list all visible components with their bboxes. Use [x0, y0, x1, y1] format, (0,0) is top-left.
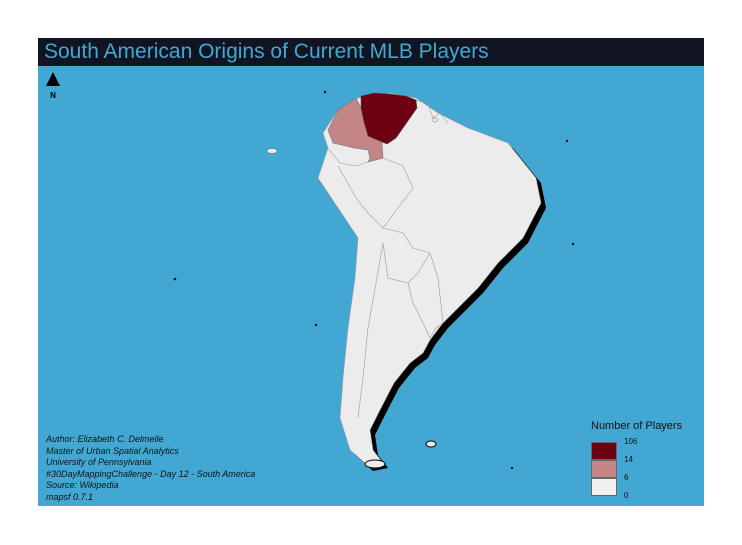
- credit-line: Author: Elizabeth C. Delmelle: [46, 434, 164, 444]
- north-arrow-icon: [46, 72, 60, 86]
- island-galapagos: [266, 148, 278, 154]
- credit-line: mapsf 0.7.1: [46, 491, 94, 502]
- north-arrow: N: [45, 72, 61, 100]
- legend-break: 0: [624, 491, 629, 500]
- credit-line: #30DayMappingChallenge - Day 12 - South …: [46, 468, 256, 479]
- title-bar: South American Origins of Current MLB Pl…: [38, 38, 704, 66]
- map-frame: South American Origins of Current MLB Pl…: [38, 38, 704, 506]
- country-venezuela: [360, 92, 418, 145]
- land: [173, 90, 575, 470]
- map: [173, 90, 575, 471]
- island-trinidad: [431, 117, 439, 123]
- legend-break: 6: [624, 473, 629, 482]
- legend-break: 14: [624, 455, 633, 464]
- credit-line: University of Pennsylvania: [46, 457, 152, 467]
- borders: [327, 99, 449, 419]
- credit-line: Source: Wikipedia: [46, 480, 119, 490]
- legend-swatch-low: [591, 478, 617, 496]
- credit-line: Master of Urban Spatial Analytics: [46, 445, 179, 456]
- island-falklands: [425, 440, 437, 448]
- credits: Author: Elizabeth C. Delmelle Master of …: [46, 434, 255, 503]
- legend-swatch-high: [591, 442, 617, 460]
- legend-break: 106: [624, 437, 638, 446]
- island-tierra: [364, 459, 386, 469]
- north-arrow-label: N: [50, 91, 56, 100]
- legend: Number of Players 106 14 6 0: [591, 420, 701, 506]
- legend-title: Number of Players: [591, 420, 683, 432]
- land-mass: [317, 92, 542, 467]
- map-title: South American Origins of Current MLB Pl…: [44, 40, 489, 63]
- legend-swatch-mid: [591, 460, 617, 478]
